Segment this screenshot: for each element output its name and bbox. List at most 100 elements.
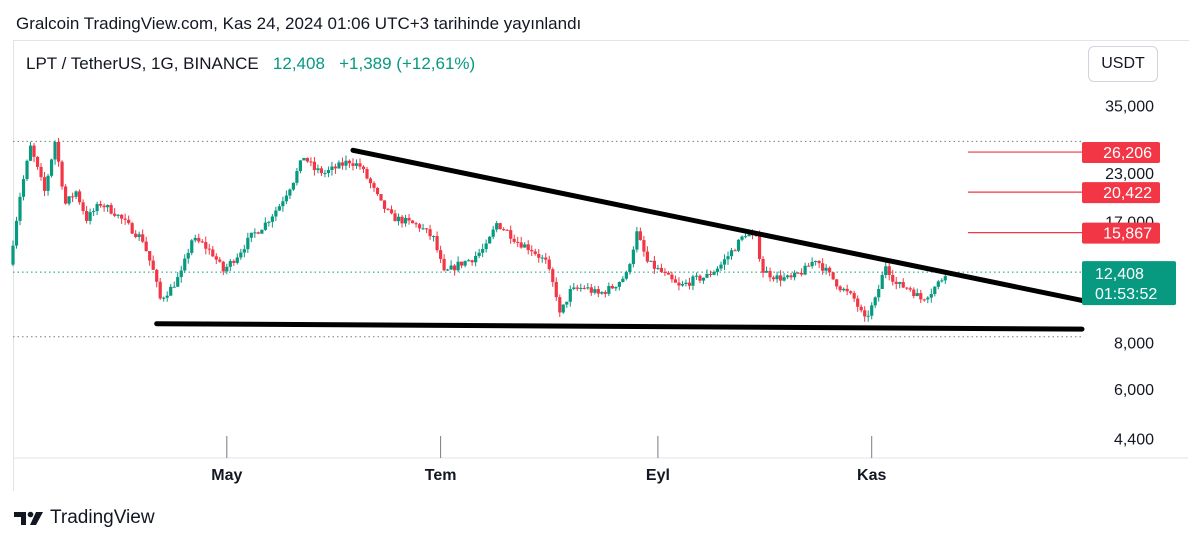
- candle: [719, 261, 723, 272]
- last-price: 12,408: [272, 54, 325, 73]
- candle-body: [106, 205, 110, 208]
- candle-body: [894, 281, 898, 284]
- candle-body: [488, 236, 492, 244]
- candle: [498, 222, 502, 230]
- candle-body: [814, 260, 818, 262]
- candle-body: [197, 237, 201, 242]
- candle-body: [368, 178, 373, 184]
- candle: [866, 310, 870, 322]
- candle: [453, 264, 457, 276]
- candle: [824, 264, 828, 275]
- candle: [856, 295, 860, 312]
- candle: [547, 255, 551, 271]
- candle-body: [740, 236, 744, 240]
- candle: [670, 271, 674, 283]
- candle-body: [249, 232, 253, 238]
- candle: [649, 260, 653, 263]
- candle: [891, 269, 895, 286]
- candle-body: [70, 196, 75, 198]
- candle-body: [722, 259, 727, 265]
- candle-countdown: 01:53:52: [1095, 286, 1157, 303]
- candle: [652, 256, 656, 274]
- candle-body: [407, 217, 411, 221]
- candle: [323, 169, 327, 178]
- candle-body: [684, 282, 688, 284]
- candle: [803, 262, 807, 276]
- candle: [593, 285, 597, 295]
- candle: [831, 272, 835, 281]
- candle: [428, 224, 432, 240]
- candle: [333, 163, 338, 174]
- candle: [70, 192, 75, 203]
- candle: [509, 225, 513, 244]
- candle: [291, 182, 295, 192]
- candle-body: [884, 266, 888, 276]
- candle-body: [81, 202, 85, 212]
- candle-body: [375, 187, 380, 195]
- candle-body: [778, 275, 783, 281]
- candle: [263, 217, 267, 231]
- candle-body: [99, 203, 103, 206]
- candle-body: [410, 220, 415, 224]
- candle-body: [701, 277, 706, 281]
- candle-body: [582, 287, 586, 289]
- candle-body: [95, 203, 99, 212]
- candle-body: [148, 251, 152, 261]
- candle-body: [218, 259, 222, 262]
- candle: [642, 235, 646, 257]
- candle-body: [761, 258, 765, 273]
- candle-body: [764, 270, 769, 273]
- candle: [56, 137, 61, 167]
- candle-body: [242, 249, 246, 253]
- candle: [785, 274, 790, 280]
- candle-body: [172, 286, 176, 288]
- candle: [368, 177, 373, 189]
- candle-body: [519, 242, 523, 248]
- candle-body: [526, 244, 530, 251]
- candle: [845, 284, 849, 296]
- candle-body: [905, 287, 909, 289]
- candle-body: [912, 289, 916, 296]
- tradingview-footer[interactable]: TradingView: [14, 507, 155, 529]
- candle: [172, 281, 176, 288]
- candle: [319, 166, 324, 176]
- candle-body: [239, 252, 243, 258]
- candle: [127, 215, 131, 225]
- candle: [631, 246, 635, 268]
- candle: [635, 226, 639, 253]
- candle-body: [610, 285, 614, 289]
- candle: [116, 214, 120, 219]
- candle-body: [873, 297, 877, 306]
- candle-body: [565, 301, 569, 305]
- candle-body: [810, 261, 814, 267]
- candle: [526, 240, 530, 255]
- candle: [768, 267, 772, 282]
- candle-body: [134, 233, 138, 237]
- candle: [14, 216, 19, 249]
- candle-body: [922, 299, 926, 301]
- candle-body: [544, 257, 548, 260]
- candle-body: [614, 286, 618, 289]
- candle: [880, 271, 884, 290]
- candle: [481, 243, 485, 258]
- candle-body: [663, 271, 667, 273]
- candle-body: [568, 288, 572, 302]
- currency-button[interactable]: USDT: [1088, 46, 1158, 82]
- candle-body: [789, 275, 793, 278]
- candle: [239, 248, 243, 260]
- candle-body: [25, 160, 29, 180]
- candle: [410, 219, 415, 224]
- candle-body: [207, 248, 211, 250]
- candle-body: [396, 216, 401, 222]
- candle: [379, 194, 383, 202]
- candle-body: [680, 283, 685, 286]
- candle: [417, 222, 422, 232]
- candle-body: [551, 269, 555, 282]
- candle-body: [49, 159, 54, 176]
- candle: [302, 157, 306, 161]
- candle: [778, 270, 783, 287]
- candle: [28, 141, 33, 162]
- candle-body: [561, 304, 565, 313]
- candle: [586, 283, 590, 290]
